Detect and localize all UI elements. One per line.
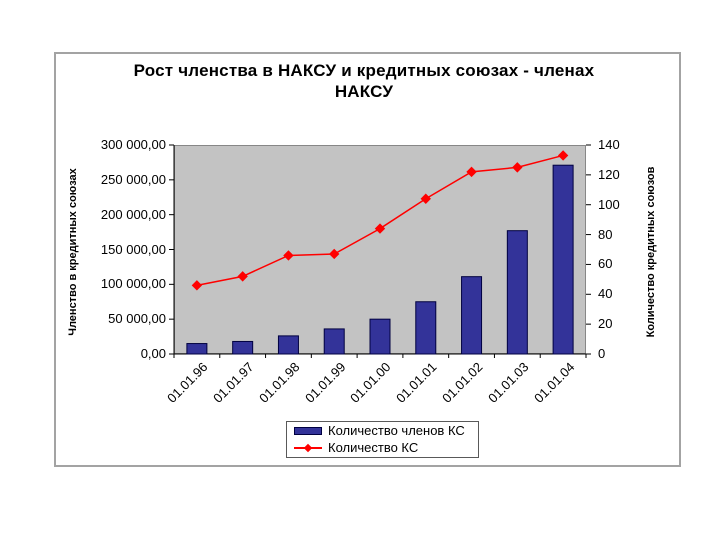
left-axis-title: Членство в кредитных союзах <box>67 168 79 336</box>
right-axis-title: Количество кредитных союзов <box>645 166 657 338</box>
left-axis-tick-label: 200 000,00 <box>100 206 166 222</box>
legend-item-unions: Количество КС <box>294 441 478 456</box>
left-axis-tick-label: 50 000,00 <box>108 311 166 327</box>
right-axis-tick-label: 0 <box>598 346 606 361</box>
right-axis-tick-label: 140 <box>598 137 620 152</box>
right-axis-tick-label: 100 <box>598 196 620 212</box>
legend-label: Количество членов КС <box>328 423 465 438</box>
legend-item-members: Количество членов КС <box>294 424 478 439</box>
left-axis-tick-label: 100 000,00 <box>100 276 166 292</box>
line-diamond-marker-icon <box>294 443 322 453</box>
chart-title: Рост членства в НАКСУ и кредитных союзах… <box>133 61 595 101</box>
right-axis-tick-label: 20 <box>598 316 613 332</box>
left-axis-tick-label: 150 000,00 <box>100 241 166 257</box>
legend-label: Количество КС <box>328 440 419 455</box>
left-axis-tick-label: 250 000,00 <box>100 171 166 187</box>
right-axis-tick-label: 40 <box>598 286 613 302</box>
right-axis-tick-label: 80 <box>598 226 613 242</box>
bar-marker-icon <box>294 427 322 435</box>
left-axis-tick-label: 0,00 <box>140 346 166 361</box>
plot-area <box>174 145 586 354</box>
right-axis-tick-label: 60 <box>598 256 613 272</box>
legend: Количество членов КС Количество КС <box>286 421 479 458</box>
right-axis-tick-label: 120 <box>598 166 620 182</box>
left-axis-tick-label: 300 000,00 <box>100 137 166 152</box>
